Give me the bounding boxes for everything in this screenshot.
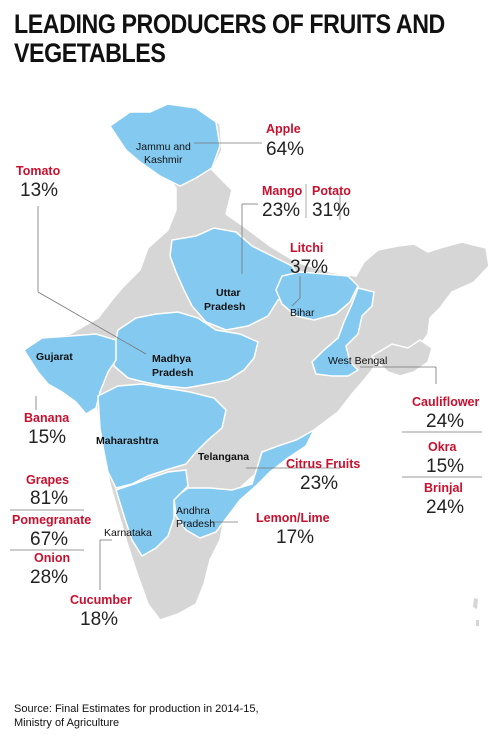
crop-citrus-share: 23% <box>300 473 338 494</box>
crop-onion-name: Onion <box>34 551 70 565</box>
crop-cucumber-share: 18% <box>80 609 118 630</box>
crop-cucumber-name: Cucumber <box>70 593 132 607</box>
crop-cauliflower-name: Cauliflower <box>412 395 480 409</box>
crop-apple-share: 64% <box>266 139 304 160</box>
label-ap-1: Andhra <box>176 505 210 517</box>
state-madhya-pradesh <box>113 311 259 389</box>
state-andhra-pradesh <box>173 428 316 539</box>
crop-banana-share: 15% <box>28 427 66 448</box>
state-jammu-kashmir <box>108 103 221 187</box>
leader-bihar <box>291 297 301 307</box>
crop-pomegranate-share: 67% <box>30 529 68 550</box>
crop-potato-name: Potato <box>312 184 351 198</box>
crop-brinjal-name: Brinjal <box>424 481 463 495</box>
label-up-1: Uttar <box>216 287 241 299</box>
crop-tomato-name: Tomato <box>16 164 61 178</box>
leader-lines <box>10 142 482 590</box>
crop-grapes-name: Grapes <box>26 473 69 487</box>
state-maharashtra <box>97 383 227 489</box>
leader-tomato-diag <box>37 291 147 355</box>
label-ap-2: Pradesh <box>176 518 215 530</box>
crop-tomato-share: 13% <box>20 180 58 201</box>
label-telangana: Telangana <box>198 451 249 463</box>
state-bihar <box>275 271 359 321</box>
label-wb: West Bengal <box>328 355 387 367</box>
crop-potato-share: 31% <box>312 200 350 221</box>
crop-litchi-name: Litchi <box>290 241 323 255</box>
crop-cauliflower-share: 24% <box>426 411 464 432</box>
andaman-island-2 <box>476 620 479 626</box>
state-uttar-pradesh <box>169 227 301 331</box>
title-line-1: LEADING PRODUCERS OF FRUITS AND <box>14 9 445 39</box>
crop-onion-share: 28% <box>30 567 68 588</box>
state-karnataka <box>115 469 189 558</box>
label-mp-1: Madhya <box>152 353 191 365</box>
label-mp-2: Pradesh <box>152 367 193 379</box>
crop-grapes-share: 81% <box>30 488 68 509</box>
label-karnataka: Karnataka <box>104 527 152 539</box>
state-labels: Jammu and Kashmir Uttar Pradesh Bihar Ma… <box>36 141 387 539</box>
crop-citrus-name: Citrus Fruits <box>286 457 360 471</box>
state-gujarat <box>22 333 117 415</box>
label-maharashtra: Maharashtra <box>96 435 159 447</box>
label-up-2: Pradesh <box>204 301 245 313</box>
label-bihar: Bihar <box>290 307 315 319</box>
crop-apple-name: Apple <box>266 122 301 136</box>
page-title: LEADING PRODUCERS OF FRUITS AND VEGETABL… <box>14 9 445 68</box>
crop-callouts: Apple 64% Tomato 13% Mango 23% Potato 31… <box>12 122 480 630</box>
source-note: Source: Final Estimates for production i… <box>14 702 259 730</box>
title-line-2: VEGETABLES <box>14 38 166 68</box>
source-line-1: Source: Final Estimates for production i… <box>14 703 259 715</box>
crop-lemon-share: 17% <box>276 527 314 548</box>
crop-banana-name: Banana <box>24 411 70 425</box>
crop-mango-name: Mango <box>262 184 303 198</box>
source-line-2: Ministry of Agriculture <box>14 717 120 729</box>
andaman-island-1 <box>473 598 478 609</box>
crop-mango-share: 23% <box>262 200 300 221</box>
crop-brinjal-share: 24% <box>426 497 464 518</box>
crop-okra-share: 15% <box>426 456 464 477</box>
crop-litchi-share: 37% <box>290 257 328 278</box>
label-jk-2: Kashmir <box>144 154 183 166</box>
label-jk-1: Jammu and <box>136 141 191 153</box>
crop-okra-name: Okra <box>428 440 458 454</box>
crop-lemon-name: Lemon/Lime <box>256 511 330 525</box>
highlighted-states <box>22 103 375 558</box>
state-west-bengal <box>311 287 375 377</box>
label-gujarat: Gujarat <box>36 351 73 363</box>
crop-pomegranate-name: Pomegranate <box>12 513 91 527</box>
